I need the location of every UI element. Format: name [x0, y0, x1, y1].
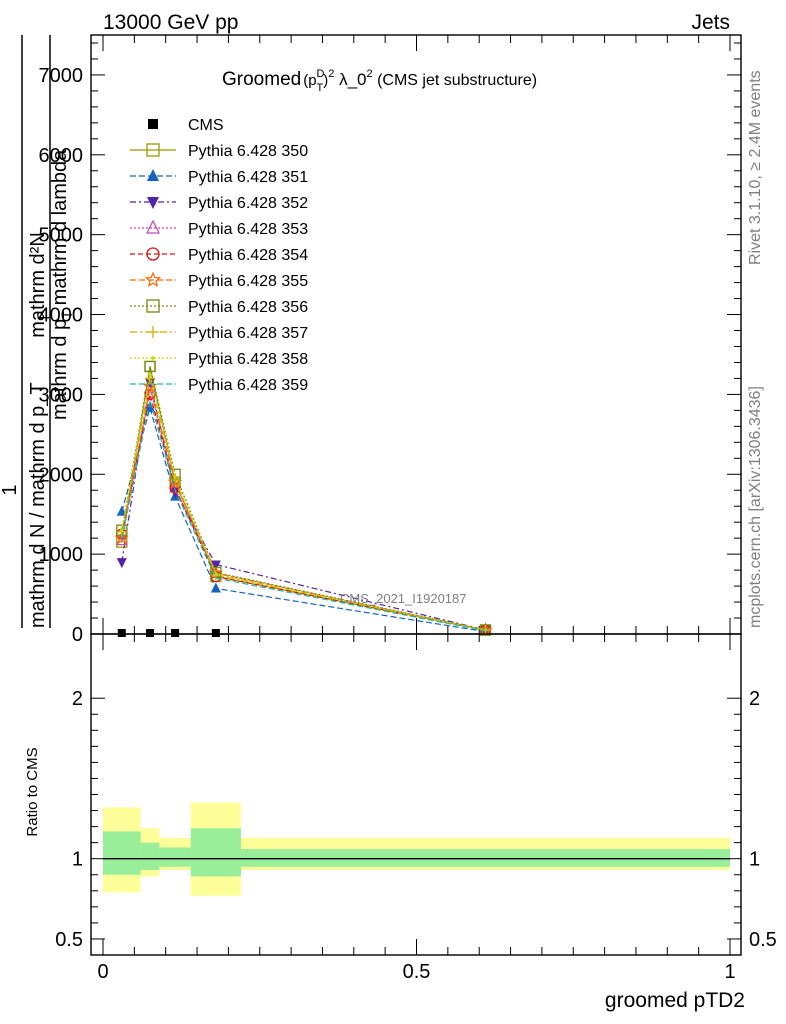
legend: CMS Pythia 6.428 350 Pythia 6.428 351 Pythi… — [130, 117, 308, 394]
legend-marker — [147, 197, 159, 209]
ratio-frame — [90, 633, 742, 956]
x-tick-label: 0 — [97, 961, 108, 983]
series-358 — [120, 372, 488, 632]
series-point — [116, 558, 127, 569]
data-point — [117, 629, 126, 637]
ratio-y-tick-label: 2 — [72, 688, 83, 710]
series-point — [144, 360, 156, 373]
legend-entry: Pythia 6.428 353 — [130, 219, 308, 238]
legend-entry: Pythia 6.428 355 — [130, 271, 308, 290]
legend-marker — [147, 169, 159, 181]
data-series-cms — [117, 629, 220, 637]
series-point — [114, 530, 129, 545]
legend-entry: Pythia 6.428 354 — [130, 247, 308, 264]
legend-entry: Pythia 6.428 359 — [130, 377, 308, 394]
ratio-y-tick-label: 0.5 — [749, 929, 777, 951]
ratio-y-tick-label: 2 — [749, 688, 760, 710]
legend-marker — [146, 299, 160, 313]
rivet-label: Rivet 3.1.10, ≥ 2.4M events — [747, 70, 764, 265]
x-axis-label: groomed pTD2 — [605, 989, 745, 1012]
series-line — [121, 399, 486, 632]
ratio-band-green — [140, 842, 160, 870]
legend-marker — [146, 219, 160, 234]
ratio-y-tick-label: 0.5 — [55, 929, 83, 951]
y-tick-label: 0 — [72, 624, 83, 646]
legend-label: Pythia 6.428 351 — [188, 169, 308, 186]
series-point — [148, 372, 152, 377]
series-line — [121, 394, 486, 631]
legend-entry: Pythia 6.428 358 — [130, 351, 308, 368]
svg-text:mathrm d pT mathrm d lambda: mathrm d pT mathrm d lambda — [49, 149, 75, 420]
svg-text:mathrm d²N: mathrm d²N — [27, 232, 49, 338]
legend-entry-cms: CMS — [148, 117, 224, 134]
series-point — [210, 560, 221, 571]
legend-label: Pythia 6.428 350 — [188, 143, 308, 160]
legend-label: CMS — [188, 117, 224, 134]
series-point — [210, 582, 221, 593]
legend-entry: Pythia 6.428 356 — [130, 299, 308, 316]
ratio-band-green — [190, 828, 241, 877]
svg-text:mathrm d N / mathrm d p_T: mathrm d N / mathrm d p_T — [27, 382, 49, 628]
data-point — [171, 629, 180, 637]
series-point — [145, 401, 156, 412]
legend-marker — [151, 356, 155, 360]
legend-marker — [148, 119, 158, 129]
x-tick-label: 0.5 — [403, 961, 431, 983]
data-point — [211, 629, 220, 637]
series-line — [121, 374, 486, 631]
y-axis-label: mathrm d²N mathrm d pT mathrm d lambda 1… — [0, 35, 75, 628]
legend-marker — [144, 271, 162, 287]
chart-title: Groomed (pD T)2 λ_02 (CMS jet substructure… — [222, 68, 537, 94]
legend-label: Pythia 6.428 356 — [188, 299, 308, 316]
legend-entry: Pythia 6.428 352 — [130, 195, 308, 212]
svg-text:1: 1 — [0, 484, 21, 495]
legend-label: Pythia 6.428 355 — [188, 273, 308, 290]
series-point — [120, 528, 124, 532]
legend-label: Pythia 6.428 357 — [188, 325, 308, 342]
ratio-band-green — [159, 847, 191, 867]
legend-entry: Pythia 6.428 350 — [130, 143, 308, 160]
legend-label: Pythia 6.428 359 — [188, 377, 308, 394]
ratio-y-tick-label: 1 — [749, 849, 760, 871]
legend-label: Pythia 6.428 352 — [188, 195, 308, 212]
ratio-band-green — [240, 849, 730, 867]
ratio-band-green — [103, 831, 141, 875]
legend-label: Pythia 6.428 354 — [188, 247, 308, 264]
legend-entry: Pythia 6.428 357 — [130, 325, 308, 342]
header-right: Jets — [691, 11, 730, 34]
watermark: CMS_2021_I1920187 — [340, 591, 467, 606]
series-point — [173, 474, 177, 479]
legend-entry: Pythia 6.428 351 — [130, 169, 308, 186]
x-tick-label: 1 — [724, 961, 735, 983]
mcplots-label: mcplots.cern.ch [arXiv:1306.3436] — [747, 386, 764, 628]
ratio-panel: 0 0.5 1 0.5 0.5 1 1 2 2 — [55, 633, 777, 983]
svg-text:Groomed(pDT)2 λ_02 (CMS jet su: Groomed (pD T)2 λ_02 (CMS jet substructure… — [222, 68, 537, 94]
legend-label: Pythia 6.428 358 — [188, 351, 308, 368]
legend-marker — [147, 326, 159, 338]
legend-marker — [146, 143, 160, 157]
data-point — [146, 629, 155, 637]
series-359 — [121, 399, 486, 632]
ratio-y-tick-label: 1 — [72, 849, 83, 871]
ratio-y-label: Ratio to CMS — [24, 747, 41, 836]
legend-marker — [146, 247, 160, 261]
header-left: 13000 GeV pp — [103, 11, 238, 34]
y-tick-label: 7000 — [39, 65, 84, 87]
legend-label: Pythia 6.428 353 — [188, 221, 308, 238]
